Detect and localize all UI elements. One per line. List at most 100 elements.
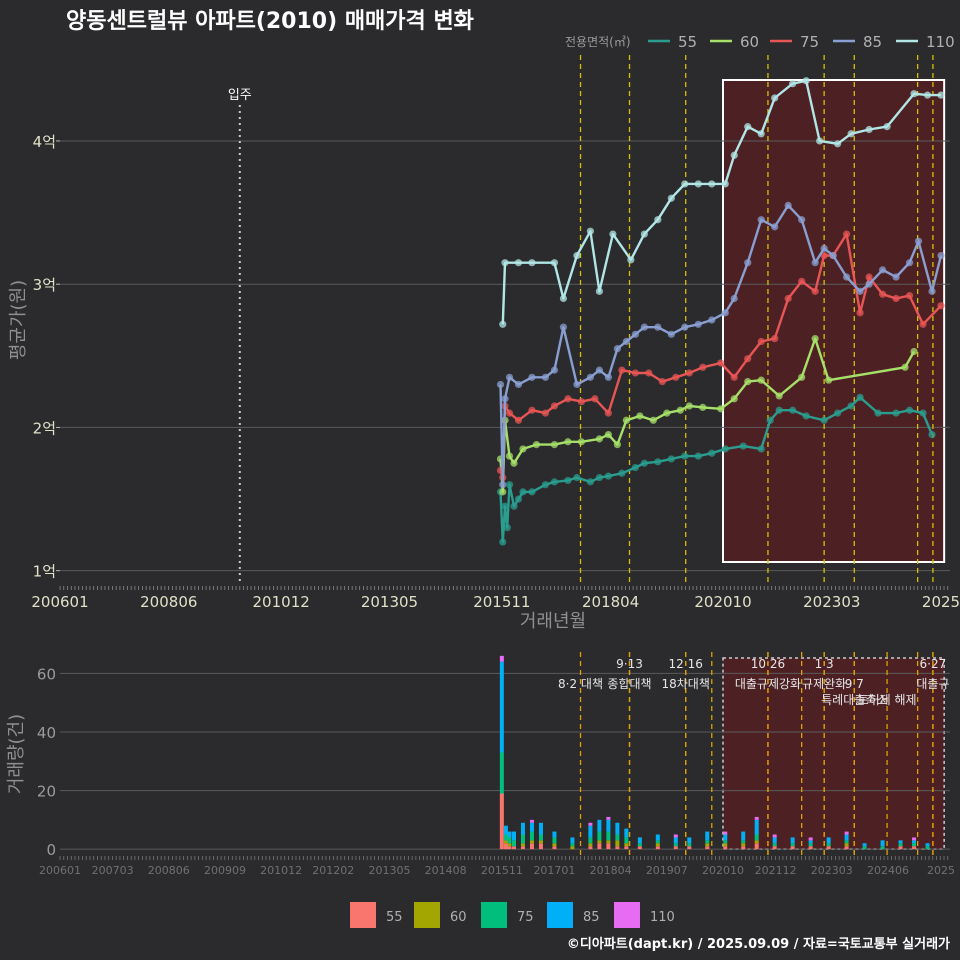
series-point-75: [771, 335, 779, 343]
series-point-75: [820, 251, 828, 260]
series-point-85: [550, 366, 559, 374]
series-point-110: [744, 123, 752, 131]
series-point-85: [499, 481, 507, 489]
series-point-60: [685, 402, 693, 410]
series-point-75: [645, 369, 653, 377]
bar-segment-85: [880, 840, 885, 847]
series-point-85: [541, 373, 550, 381]
series-point-60: [744, 377, 752, 386]
series-point-110: [910, 90, 918, 98]
bar-segment-55: [687, 846, 692, 850]
legend-label-60: 60: [740, 33, 759, 51]
bar-segment-85: [790, 837, 795, 844]
bar-segment-85: [772, 837, 777, 844]
legend-label-55: 55: [386, 910, 403, 925]
series-point-110: [694, 180, 702, 188]
x-tick-label: 202112: [755, 864, 797, 877]
series-point-85: [573, 380, 581, 389]
series-point-75: [757, 337, 765, 346]
y-tick-label: 20: [37, 783, 56, 801]
series-point-75: [564, 395, 572, 403]
series-point-60: [910, 347, 918, 356]
series-point-60: [717, 405, 725, 413]
bar-segment-75: [723, 840, 728, 844]
series-point-110: [528, 259, 536, 267]
series-point-110: [708, 180, 716, 188]
series-point-60: [730, 395, 738, 403]
series-point-55: [564, 476, 572, 485]
series-point-75: [905, 292, 914, 300]
bar-segment-55: [898, 846, 903, 850]
bar-segment-60: [597, 840, 602, 844]
series-point-110: [883, 123, 891, 131]
y-tick-label: 4억: [33, 133, 56, 151]
series-point-110: [789, 80, 797, 88]
series-point-55: [892, 409, 900, 417]
bar-segment-75: [499, 752, 504, 794]
series-point-55: [789, 406, 797, 414]
series-point-60: [532, 441, 541, 449]
series-point-55: [528, 488, 536, 496]
series-point-110: [816, 137, 824, 145]
bar-segment-55: [529, 843, 534, 850]
x-tick-label: 201012: [260, 864, 302, 877]
bar-segment-85: [723, 834, 728, 841]
series-point-110: [802, 77, 810, 85]
bar-segment-60: [507, 843, 512, 847]
bar-segment-75: [570, 843, 575, 847]
series-point-60: [676, 406, 684, 414]
bar-segment-55: [615, 846, 620, 850]
series-point-85: [595, 366, 603, 374]
series-point-85: [613, 345, 621, 353]
series-point-55: [503, 524, 511, 532]
series-point-55: [618, 469, 626, 477]
series-point-75: [730, 373, 738, 381]
x-tick-label: 201305: [361, 593, 418, 611]
bar-segment-75: [898, 843, 903, 847]
series-point-75: [892, 294, 900, 303]
series-point-110: [501, 259, 509, 267]
series-point-85: [865, 280, 873, 288]
legend-label-55: 55: [678, 33, 697, 51]
series-point-55: [499, 538, 507, 546]
series-point-85: [496, 380, 505, 389]
series-point-85: [667, 330, 675, 338]
series-point-60: [699, 403, 707, 411]
series-point-75: [811, 287, 819, 295]
bar-segment-85: [925, 843, 930, 847]
bar-segment-85: [808, 840, 813, 844]
bar-segment-85: [529, 822, 534, 832]
series-point-60: [636, 412, 644, 420]
legend-title: 전용면적(㎡): [565, 35, 631, 49]
series-point-55: [681, 452, 689, 460]
x-tick-label: 201202: [312, 864, 354, 877]
bar-segment-75: [754, 834, 759, 841]
series-point-110: [937, 91, 945, 99]
series-point-75: [550, 402, 559, 410]
series-point-55: [550, 478, 559, 486]
x-tick-label: 202303: [803, 593, 860, 611]
series-point-85: [559, 323, 568, 331]
series-point-85: [514, 380, 523, 389]
series-point-110: [847, 130, 855, 138]
bar-segment-85: [741, 831, 746, 841]
bar-segment-85: [705, 831, 710, 841]
x-tick-label: 201804: [582, 593, 639, 611]
series-point-60: [595, 435, 603, 443]
series-point-110: [609, 230, 617, 238]
bar-segment-110: [606, 816, 611, 820]
series-point-110: [730, 151, 738, 159]
bar-segment-85: [503, 825, 508, 835]
x-tick-label: 202010: [694, 593, 751, 611]
legend-swatch-110: [614, 902, 640, 928]
series-point-85: [905, 259, 914, 267]
series-point-75: [784, 294, 792, 303]
series-point-110: [865, 125, 873, 134]
x-tick-label: 2025: [927, 864, 955, 877]
bar-segment-55: [588, 846, 593, 850]
bar-segment-55: [912, 846, 917, 850]
bar-segment-55: [624, 846, 629, 850]
series-point-85: [744, 259, 752, 267]
series-point-75: [937, 302, 945, 310]
series-point-60: [622, 416, 630, 424]
